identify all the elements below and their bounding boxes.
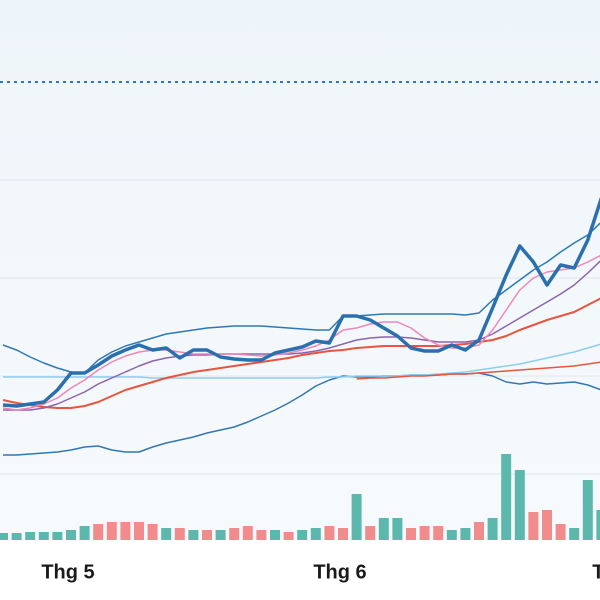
volume-bar (433, 526, 444, 540)
volume-bar (338, 528, 348, 540)
x-tick-label: Thg 6 (313, 561, 366, 583)
volume-bar (596, 510, 600, 540)
volume-bar (215, 530, 226, 540)
line-light-ma (3, 343, 600, 379)
volume-bar (569, 528, 580, 540)
volume-bar (0, 533, 8, 540)
volume-bar (297, 530, 308, 540)
volume-bar (79, 526, 90, 540)
volume-bar (256, 530, 267, 540)
volume-bar (242, 526, 253, 540)
volume-bar (542, 510, 552, 540)
line-lower-band (3, 372, 600, 456)
volume-bar (188, 530, 199, 540)
volume-bar (147, 524, 158, 540)
volume-bar (11, 533, 22, 540)
volume-bar (270, 530, 280, 540)
line-upper-band (2, 222, 600, 374)
volume-bar (93, 524, 104, 540)
volume-bar (324, 526, 335, 540)
volume-bar (106, 522, 117, 540)
volume-bar (487, 518, 498, 540)
volume-bar (120, 522, 131, 540)
line-red-ma (2, 297, 600, 409)
grid (0, 179, 600, 475)
plot-area (0, 0, 600, 540)
volume-bar (283, 532, 294, 540)
volume-bar (501, 454, 512, 540)
x-tick-label: T (592, 561, 600, 583)
x-tick-label: Thg 5 (41, 561, 94, 583)
volume-bar (474, 522, 484, 540)
volume-bar (229, 528, 240, 540)
volume-bar (365, 526, 376, 540)
volume-bar (310, 528, 321, 540)
volume-bar (392, 518, 403, 540)
volume-bar (514, 470, 525, 540)
line-purple-ma (3, 260, 600, 411)
volume-bar (446, 530, 457, 540)
line-pink-ma (2, 254, 600, 411)
volume-bar (38, 532, 49, 540)
volume-bar (460, 528, 471, 540)
volume-bar (134, 522, 144, 540)
volume-bar (378, 518, 389, 540)
volume-bar (66, 530, 76, 540)
volume-bar (582, 480, 593, 540)
volume-bar (555, 524, 566, 540)
line-low-red (356, 361, 600, 380)
volume-bar (406, 528, 416, 540)
volume-bar (52, 532, 63, 540)
volume-bar (174, 528, 185, 540)
volume-bar (419, 526, 430, 540)
volume-bar (161, 528, 172, 540)
line-price (2, 197, 600, 408)
volume-bar (351, 494, 362, 540)
volume-bar (25, 532, 36, 540)
volume-bar (528, 512, 539, 540)
volume-bar (202, 530, 212, 540)
